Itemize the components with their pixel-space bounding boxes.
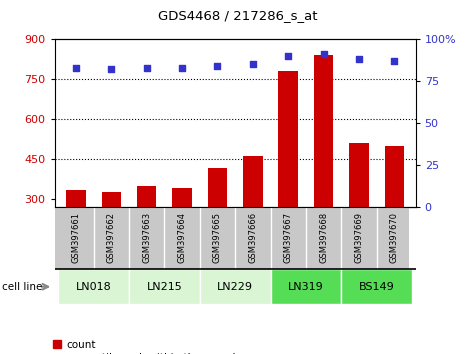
Bar xyxy=(278,71,298,279)
Bar xyxy=(314,55,333,279)
Point xyxy=(107,67,115,72)
Bar xyxy=(243,156,263,279)
Text: GSM397667: GSM397667 xyxy=(284,212,293,263)
Text: LN319: LN319 xyxy=(288,282,324,292)
Point xyxy=(390,58,398,64)
Bar xyxy=(349,143,369,279)
Point xyxy=(214,63,221,69)
Bar xyxy=(129,269,200,304)
Bar xyxy=(342,269,412,304)
Point xyxy=(249,61,256,67)
Bar xyxy=(172,188,192,279)
Bar xyxy=(102,193,121,279)
Bar xyxy=(58,269,129,304)
Point xyxy=(143,65,151,70)
Point xyxy=(178,65,186,70)
Point xyxy=(72,65,80,70)
Text: GSM397664: GSM397664 xyxy=(178,212,187,263)
Text: GSM397670: GSM397670 xyxy=(390,212,399,263)
Point xyxy=(285,53,292,59)
Text: LN018: LN018 xyxy=(76,282,112,292)
Text: GSM397662: GSM397662 xyxy=(107,212,116,263)
Text: GSM397663: GSM397663 xyxy=(142,212,151,263)
Bar xyxy=(66,190,86,279)
Bar xyxy=(385,146,404,279)
Bar xyxy=(271,269,342,304)
Text: GSM397661: GSM397661 xyxy=(71,212,80,263)
Text: LN215: LN215 xyxy=(146,282,182,292)
Text: GDS4468 / 217286_s_at: GDS4468 / 217286_s_at xyxy=(158,9,317,22)
Bar xyxy=(208,169,227,279)
Text: GSM397666: GSM397666 xyxy=(248,212,257,263)
Point xyxy=(320,51,327,57)
Text: GSM397665: GSM397665 xyxy=(213,212,222,263)
Text: LN229: LN229 xyxy=(217,282,253,292)
Bar xyxy=(137,186,156,279)
Text: GSM397668: GSM397668 xyxy=(319,212,328,263)
Point xyxy=(355,56,363,62)
Bar xyxy=(200,269,271,304)
Text: cell line: cell line xyxy=(2,282,43,292)
Legend: count, percentile rank within the sample: count, percentile rank within the sample xyxy=(53,340,242,354)
Text: BS149: BS149 xyxy=(359,282,395,292)
Text: GSM397669: GSM397669 xyxy=(354,212,363,263)
